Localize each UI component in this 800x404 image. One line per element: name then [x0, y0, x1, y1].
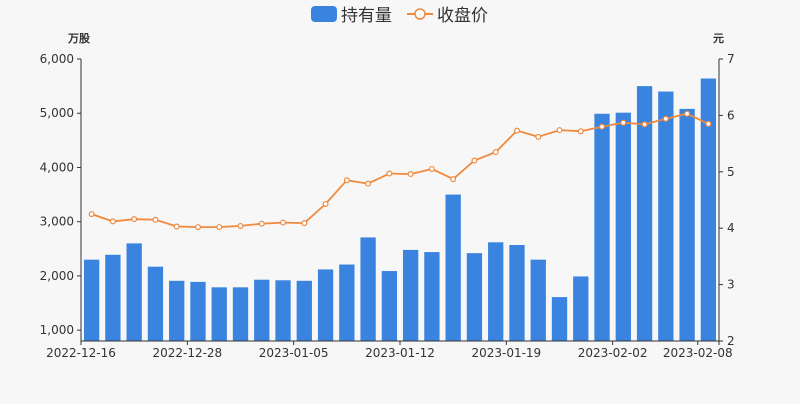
close-price-point[interactable] — [386, 170, 393, 177]
y-left-tick-label: 5,000 — [40, 106, 74, 120]
holding-bar[interactable] — [402, 249, 419, 341]
holding-bar[interactable] — [317, 269, 334, 341]
close-price-point[interactable] — [684, 110, 691, 117]
holding-bar[interactable] — [190, 281, 206, 341]
y-right-tick-label: 5 — [727, 165, 735, 179]
close-price-point[interactable] — [173, 223, 180, 230]
y-left-unit: 万股 — [67, 32, 91, 45]
y-right-tick-label: 3 — [727, 278, 735, 292]
close-price-point[interactable] — [109, 218, 116, 225]
x-tick-label: 2023-01-05 — [259, 346, 329, 360]
holding-bar[interactable] — [424, 252, 440, 341]
close-price-point[interactable] — [343, 177, 350, 184]
holding-bar[interactable] — [381, 271, 398, 341]
x-tick-label: 2023-02-08 — [663, 346, 733, 360]
legend-label-close-price: 收盘价 — [437, 6, 488, 26]
holding-bars — [83, 78, 717, 342]
y-right-ticks: 2 3 4 5 6 7 — [719, 52, 735, 348]
close-price-point[interactable] — [535, 133, 542, 140]
close-price-point[interactable] — [450, 176, 457, 183]
y-right-unit: 元 — [713, 32, 724, 45]
holding-bar[interactable] — [488, 242, 504, 341]
close-price-point[interactable] — [471, 157, 478, 164]
holding-bar[interactable] — [232, 287, 249, 341]
x-tick-label: 2023-01-12 — [365, 346, 435, 360]
holding-bar[interactable] — [636, 86, 653, 341]
close-price-point[interactable] — [88, 211, 95, 218]
holding-bar[interactable] — [126, 243, 142, 341]
close-price-point[interactable] — [641, 121, 648, 128]
close-price-point[interactable] — [556, 127, 563, 134]
legend-item-close-price[interactable]: 收盘价 — [407, 6, 488, 26]
y-left-ticks: 1,000 2,000 3,000 4,000 5,000 6,000 — [40, 52, 81, 337]
close-price-point[interactable] — [280, 219, 287, 226]
x-tick-label: 2022-12-28 — [152, 346, 222, 360]
holding-bar[interactable] — [339, 264, 355, 341]
holding-bar[interactable] — [211, 287, 227, 341]
holding-bar[interactable] — [509, 245, 525, 341]
holding-bar[interactable] — [551, 297, 568, 341]
holding-bar[interactable] — [658, 91, 674, 342]
y-left-tick-label: 4,000 — [40, 160, 74, 174]
y-right-tick-label: 6 — [727, 108, 735, 122]
holding-bar[interactable] — [573, 276, 589, 341]
y-right-tick-label: 7 — [727, 52, 735, 66]
close-price-point[interactable] — [258, 220, 265, 227]
close-price-point[interactable] — [662, 115, 669, 122]
close-price-point[interactable] — [620, 119, 627, 126]
legend-item-holding[interactable]: 持有量 — [311, 6, 392, 26]
legend-label-holding: 持有量 — [341, 6, 392, 26]
close-price-point[interactable] — [237, 222, 244, 229]
close-price-point[interactable] — [322, 200, 329, 207]
legend-line-marker — [414, 8, 426, 20]
x-tick-label: 2022-12-16 — [46, 346, 116, 360]
y-right-tick-label: 4 — [727, 221, 735, 235]
close-price-point[interactable] — [428, 165, 435, 172]
y-left-tick-label: 1,000 — [40, 323, 74, 337]
close-price-point[interactable] — [513, 127, 520, 134]
holding-bar[interactable] — [700, 78, 717, 342]
y-right-tick-label: 2 — [727, 334, 735, 348]
legend-bar-swatch — [311, 6, 337, 22]
close-price-point[interactable] — [705, 120, 712, 127]
close-price-point[interactable] — [577, 128, 584, 135]
close-price-series — [88, 110, 712, 231]
close-price-point[interactable] — [492, 149, 499, 156]
close-price-line — [91, 112, 709, 229]
holding-bar[interactable] — [147, 266, 164, 341]
close-price-point[interactable] — [301, 220, 308, 227]
y-left-tick-label: 2,000 — [40, 269, 74, 283]
holding-bar[interactable] — [615, 112, 631, 341]
holding-bar[interactable] — [275, 280, 291, 341]
close-price-point[interactable] — [152, 216, 159, 223]
holding-bar[interactable] — [466, 253, 483, 341]
holding-bar[interactable] — [679, 108, 695, 342]
holding-bar[interactable] — [83, 259, 100, 341]
x-tick-label: 2023-01-19 — [471, 346, 541, 360]
close-price-point[interactable] — [407, 171, 414, 178]
close-price-point[interactable] — [365, 180, 372, 187]
x-tick-label: 2023-02-02 — [578, 346, 648, 360]
holding-bar[interactable] — [445, 194, 461, 341]
holding-bar[interactable] — [360, 237, 376, 341]
holding-bar[interactable] — [594, 113, 610, 342]
close-price-point[interactable] — [194, 224, 201, 231]
holding-bar[interactable] — [105, 254, 121, 341]
close-price-point[interactable] — [599, 123, 606, 130]
y-left-tick-label: 3,000 — [40, 215, 74, 229]
close-price-point[interactable] — [216, 224, 223, 231]
holding-bar[interactable] — [530, 259, 546, 341]
holding-bar[interactable] — [169, 280, 185, 341]
close-price-point[interactable] — [131, 216, 138, 223]
holding-bar[interactable] — [254, 279, 270, 341]
legend: 持有量 收盘价 — [311, 6, 488, 26]
y-left-tick-label: 6,000 — [40, 52, 74, 66]
holding-bar[interactable] — [296, 280, 312, 341]
x-ticks: 2022-12-16 2022-12-28 2023-01-05 2023-01-12… — [46, 341, 733, 360]
